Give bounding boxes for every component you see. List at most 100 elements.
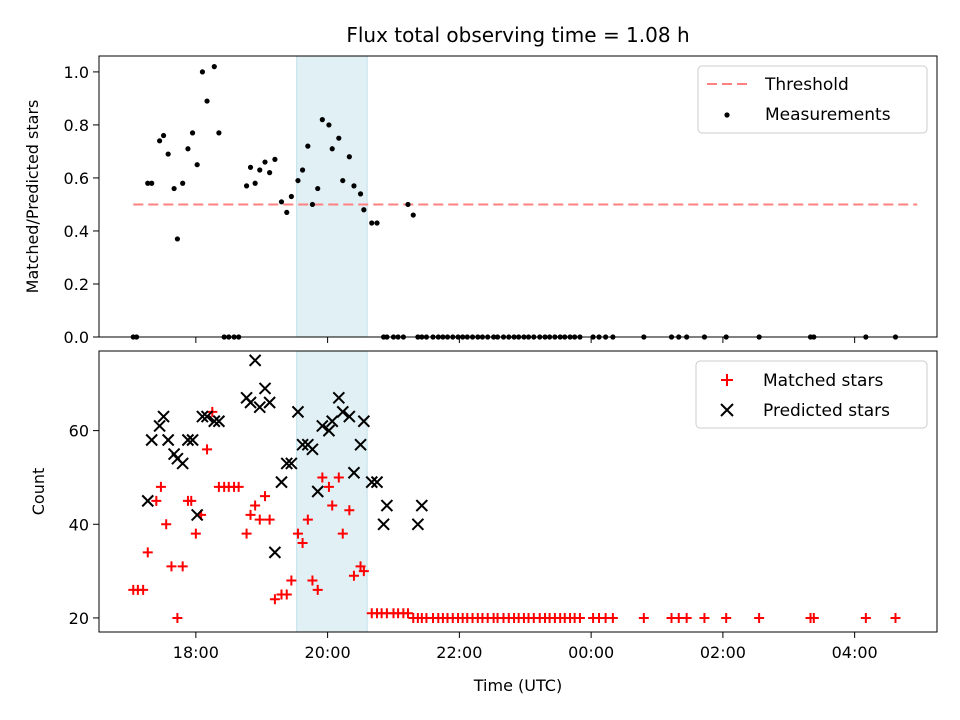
- matched-star-point: [177, 561, 188, 572]
- bottom-x-tick-label: 20:00: [305, 643, 351, 662]
- measurement-point: [405, 201, 411, 208]
- predicted-star-point: [370, 475, 384, 489]
- legend-measurements-swatch: [724, 112, 730, 118]
- predicted-star-point: [157, 410, 170, 423]
- predicted-star-point: [258, 382, 272, 395]
- predicted-star-point: [176, 457, 189, 470]
- matched-star-point: [337, 528, 348, 539]
- matched-star-point: [312, 584, 323, 595]
- predicted-star-points: [141, 354, 429, 559]
- predicted-star-point: [380, 499, 394, 512]
- predicted-star-point: [280, 457, 293, 470]
- measurement-point: [361, 207, 367, 213]
- top-y-tick-label: 0.2: [64, 275, 89, 294]
- predicted-star-point: [316, 419, 329, 433]
- matched-star-point: [348, 570, 359, 581]
- predicted-star-point: [365, 475, 378, 489]
- measurement-point: [149, 180, 155, 186]
- predicted-star-point: [190, 508, 204, 522]
- predicted-star-point: [186, 433, 199, 447]
- bottom-legend: Matched stars Predicted stars: [695, 360, 928, 429]
- top-y-tick-label: 0.6: [64, 169, 89, 188]
- matched-star-point: [358, 566, 369, 577]
- measurement-point: [295, 177, 301, 184]
- top-y-tick-label: 0.8: [64, 116, 89, 135]
- bottom-axes-frame: [98, 350, 938, 633]
- measurement-point: [171, 185, 177, 192]
- measurement-point: [257, 167, 263, 173]
- measurement-point: [278, 199, 285, 205]
- measurement-point: [204, 98, 210, 104]
- matched-star-point: [307, 575, 318, 586]
- matched-star-point: [172, 612, 183, 623]
- measurement-point: [216, 130, 222, 136]
- measurement-point: [299, 167, 306, 173]
- measurement-point: [180, 180, 186, 186]
- predicted-star-point: [291, 405, 305, 419]
- matched-star-point: [155, 481, 166, 492]
- measurement-point: [284, 209, 290, 216]
- legend-predicted-label: Predicted stars: [763, 401, 890, 421]
- legend-measurements-label: Measurements: [765, 105, 891, 125]
- measurement-point: [267, 170, 273, 176]
- measurement-point: [211, 64, 217, 70]
- matched-star-point: [245, 509, 256, 520]
- predicted-star-point: [196, 410, 209, 423]
- predicted-star-point: [153, 419, 166, 433]
- matched-star-point: [260, 491, 271, 502]
- top-x-ticks: [195, 337, 856, 343]
- bottom-x-tick-label: 04:00: [832, 643, 878, 662]
- matched-star-point: [297, 538, 308, 549]
- predicted-star-point: [347, 466, 361, 479]
- measurement-point: [243, 183, 250, 189]
- bottom-x-tick-label: 18:00: [173, 643, 219, 662]
- predicted-star-point: [415, 499, 429, 512]
- matched-star-point: [699, 612, 710, 623]
- measurement-point: [374, 220, 380, 226]
- top-panel: 0.0 0.2 0.4 0.6 0.8 1.0 Matched/Predicted sta…: [23, 55, 938, 347]
- predicted-star-point: [268, 546, 282, 559]
- predicted-star-point: [411, 518, 425, 531]
- measurement-point: [288, 193, 294, 200]
- predicted-star-point: [285, 457, 298, 470]
- matched-star-point: [202, 444, 213, 455]
- bottom-y-tick-label: 60: [69, 422, 89, 441]
- matched-star-point: [151, 495, 162, 506]
- matched-star-point: [607, 612, 618, 623]
- matched-star-point: [323, 481, 334, 492]
- top-y-axis-label: Matched/Predicted stars: [23, 100, 42, 294]
- legend-threshold-label: Threshold: [764, 75, 849, 95]
- predicted-star-point: [181, 433, 195, 447]
- matched-star-point: [166, 561, 177, 572]
- bottom-x-tick-label: 00:00: [568, 643, 614, 662]
- measurement-point: [272, 156, 278, 162]
- matched-star-point: [402, 608, 413, 619]
- predicted-star-point: [343, 410, 356, 423]
- matched-star-point: [161, 519, 172, 530]
- matched-star-points: [128, 406, 901, 623]
- matched-star-point: [721, 612, 732, 623]
- matched-star-point: [286, 575, 297, 586]
- measurement-point: [369, 220, 375, 226]
- matched-star-point: [638, 612, 649, 623]
- measurement-point: [410, 212, 416, 218]
- predicted-star-point: [208, 415, 221, 428]
- bottom-legend-box: [695, 360, 928, 429]
- top-highlight-span: [296, 55, 368, 338]
- top-y-tick-label: 0.0: [64, 328, 89, 347]
- measurement-point: [346, 154, 352, 160]
- bottom-y-ticks: 20 40 60: [69, 422, 99, 628]
- top-y-ticks: 0.0 0.2 0.4 0.6 0.8 1.0: [64, 63, 99, 347]
- bottom-x-ticks: 18:00 20:00 22:00 00:00 02:00 04:00: [173, 632, 878, 662]
- matched-star-point: [754, 612, 765, 623]
- bottom-y-axis-label: Count: [29, 468, 48, 516]
- predicted-star-point: [200, 410, 214, 423]
- measurement-point: [185, 146, 191, 152]
- bottom-panel: 20 40 60 18:00 20:00 22:00 00:00 02:00 04:00 Co…: [29, 350, 938, 695]
- predicted-star-point: [326, 415, 339, 428]
- predicted-star-point: [263, 396, 276, 409]
- legend-predicted-swatch: [720, 403, 734, 417]
- matched-star-point: [241, 528, 252, 539]
- measurement-point: [174, 236, 180, 242]
- measurement-point: [336, 135, 342, 141]
